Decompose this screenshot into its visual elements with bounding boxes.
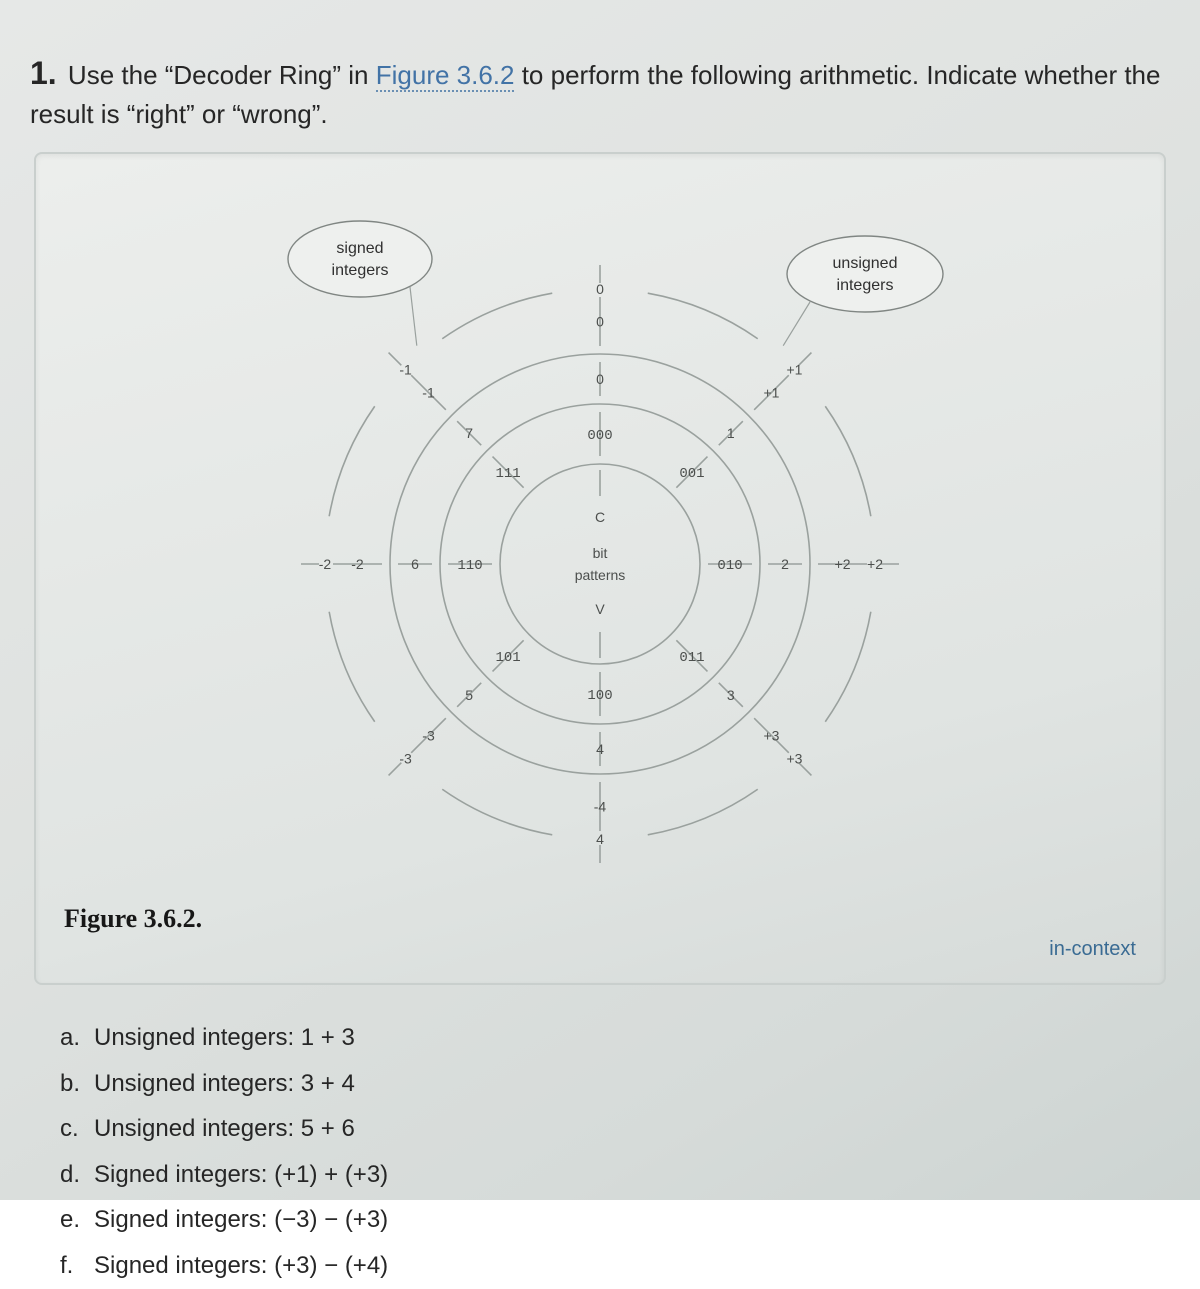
svg-text:-2: -2 [319, 556, 332, 572]
subpart-text: Unsigned integers: 3 + 4 [94, 1070, 355, 1097]
svg-text:010: 010 [717, 558, 742, 574]
in-context-link[interactable]: in-context [64, 938, 1136, 961]
subpart-text: Signed integers: (−3) − (+3) [94, 1206, 388, 1233]
svg-text:-1: -1 [399, 362, 412, 378]
decoder-ring-diagram: bitpatternsCV000001010011100101110111012… [190, 194, 1010, 874]
subpart-label: c. [60, 1106, 94, 1152]
svg-text:101: 101 [495, 650, 520, 666]
figure-reference-link[interactable]: Figure 3.6.2 [376, 60, 515, 92]
svg-text:V: V [595, 601, 605, 617]
svg-text:011: 011 [679, 650, 704, 666]
svg-text:-2: -2 [351, 556, 364, 572]
subpart-item: c.Unsigned integers: 5 + 6 [60, 1106, 1170, 1152]
svg-text:+2: +2 [835, 556, 851, 572]
svg-text:+3: +3 [786, 751, 802, 767]
subpart-label: e. [60, 1197, 94, 1243]
svg-text:4: 4 [596, 831, 604, 847]
svg-text:signed: signed [336, 240, 383, 257]
svg-text:2: 2 [781, 556, 789, 572]
svg-text:unsigned: unsigned [833, 255, 898, 272]
svg-text:+1: +1 [786, 362, 802, 378]
figure-card: bitpatternsCV000001010011100101110111012… [34, 152, 1166, 985]
subpart-item: e.Signed integers: (−3) − (+3) [60, 1197, 1170, 1243]
svg-text:111: 111 [495, 466, 520, 482]
svg-text:001: 001 [679, 466, 704, 482]
figure-caption: Figure 3.6.2. [64, 904, 1136, 934]
svg-text:7: 7 [465, 425, 473, 441]
svg-text:000: 000 [587, 428, 612, 444]
page: 1. Use the “Decoder Ring” in Figure 3.6.… [0, 0, 1200, 1200]
subpart-text: Unsigned integers: 5 + 6 [94, 1115, 355, 1142]
subpart-item: a.Unsigned integers: 1 + 3 [60, 1015, 1170, 1061]
svg-text:patterns: patterns [575, 567, 626, 583]
subpart-text: Unsigned integers: 1 + 3 [94, 1024, 355, 1051]
subpart-item: d.Signed integers: (+1) + (+3) [60, 1152, 1170, 1198]
prompt-text-pre: Use the “Decoder Ring” in [68, 60, 376, 90]
svg-text:-1: -1 [422, 385, 435, 401]
subpart-item: f.Signed integers: (+3) − (+4) [60, 1243, 1170, 1289]
svg-text:0: 0 [596, 314, 604, 330]
svg-text:5: 5 [465, 687, 473, 703]
svg-text:-3: -3 [399, 751, 412, 767]
svg-text:+2: +2 [867, 556, 883, 572]
svg-text:+1: +1 [763, 385, 779, 401]
question-number: 1. [30, 55, 57, 91]
subparts-list: a.Unsigned integers: 1 + 3b.Unsigned int… [60, 1015, 1170, 1289]
svg-text:-3: -3 [422, 728, 435, 744]
svg-text:100: 100 [587, 688, 612, 704]
subpart-label: f. [60, 1243, 94, 1289]
subpart-label: a. [60, 1015, 94, 1061]
subpart-label: b. [60, 1061, 94, 1107]
svg-text:C: C [595, 509, 605, 525]
svg-text:4: 4 [596, 741, 604, 757]
svg-text:-4: -4 [594, 799, 607, 815]
subpart-label: d. [60, 1152, 94, 1198]
svg-text:integers: integers [837, 277, 894, 294]
subpart-item: b.Unsigned integers: 3 + 4 [60, 1061, 1170, 1107]
svg-text:1: 1 [727, 425, 735, 441]
svg-text:bit: bit [593, 545, 608, 561]
svg-text:3: 3 [727, 687, 735, 703]
svg-text:+3: +3 [763, 728, 779, 744]
svg-text:integers: integers [332, 262, 389, 279]
svg-text:110: 110 [457, 558, 482, 574]
decoder-ring-svg: bitpatternsCV000001010011100101110111012… [190, 194, 1010, 874]
svg-text:0: 0 [596, 371, 604, 387]
subpart-text: Signed integers: (+1) + (+3) [94, 1161, 388, 1188]
subpart-text: Signed integers: (+3) − (+4) [94, 1252, 388, 1279]
question-prompt: 1. Use the “Decoder Ring” in Figure 3.6.… [30, 50, 1170, 134]
svg-text:6: 6 [411, 556, 419, 572]
svg-text:0: 0 [596, 281, 604, 297]
